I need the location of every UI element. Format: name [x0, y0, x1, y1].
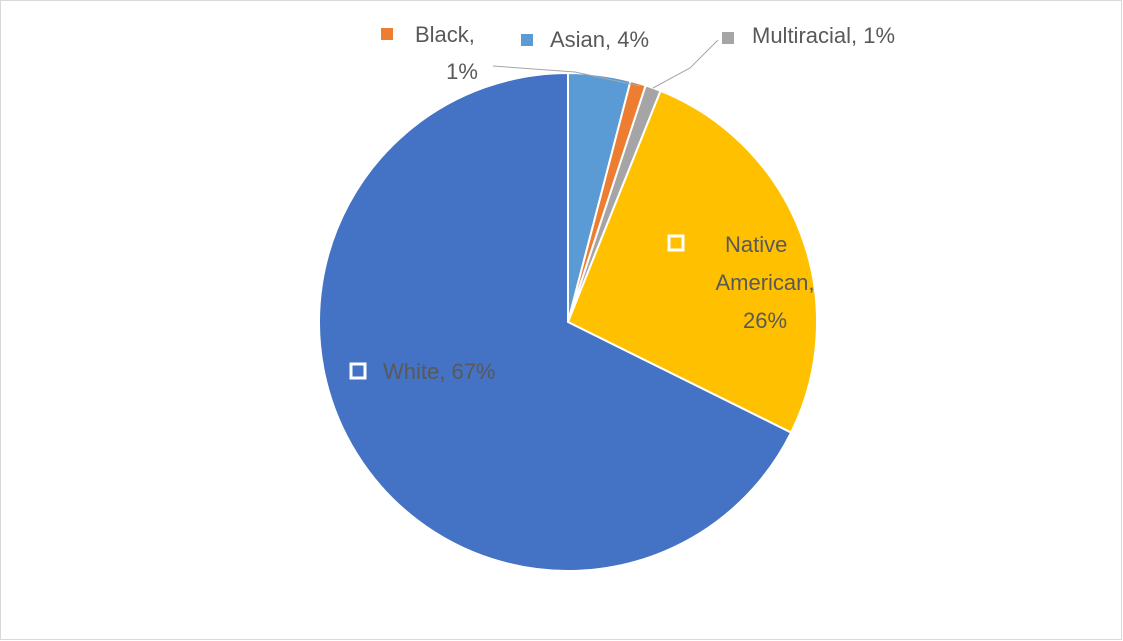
label-line: White, 67% [383, 359, 496, 384]
leader-line [492, 65, 641, 87]
data-label: Native American, 26% [715, 232, 814, 333]
label-marker [349, 362, 367, 380]
label-marker [381, 28, 393, 40]
leader-line [652, 39, 719, 89]
label-line: Black, [415, 22, 475, 47]
label-line: Multiracial, 1% [752, 23, 895, 48]
label-marker [521, 34, 533, 46]
pie-slice [318, 71, 793, 572]
label-line: 26% [743, 308, 787, 333]
label-line: American, [715, 270, 814, 295]
data-label: Asian, 4% [550, 27, 649, 52]
label-marker [722, 32, 734, 44]
data-label: Black, 1% [415, 22, 478, 84]
label-line: Native [725, 232, 787, 257]
data-label: Multiracial, 1% [752, 23, 895, 48]
pie-slice [566, 89, 818, 434]
label-marker [667, 234, 685, 252]
label-line: 1% [446, 59, 478, 84]
data-label: White, 67% [383, 359, 496, 384]
label-line: Asian, 4% [550, 27, 649, 52]
